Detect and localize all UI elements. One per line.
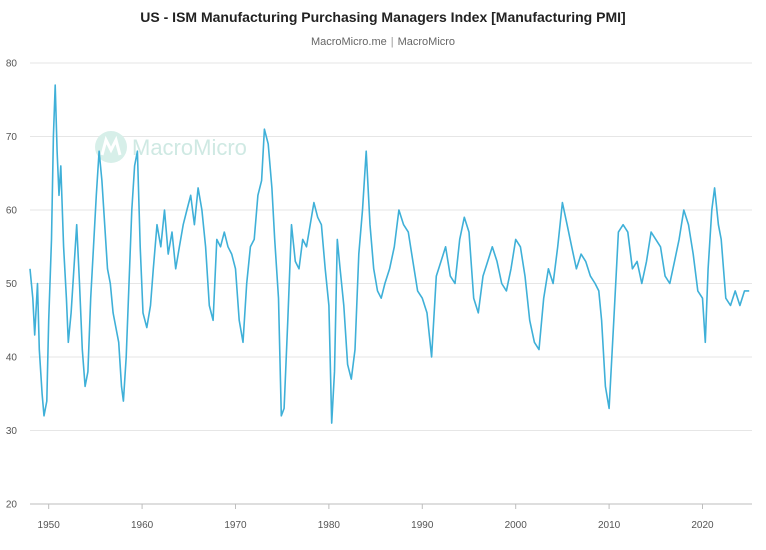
x-tick-label: 2010	[598, 520, 621, 531]
y-tick-label: 30	[6, 426, 18, 437]
x-tick-label: 1970	[224, 520, 247, 531]
y-tick-label: 40	[6, 353, 18, 364]
chart-title: US - ISM Manufacturing Purchasing Manage…	[140, 9, 626, 25]
brand-name: MacroMicro	[397, 36, 456, 48]
grid-lines	[30, 62, 752, 505]
x-tick-label: 1980	[318, 520, 341, 531]
y-tick-label: 50	[6, 279, 18, 290]
x-tick-label: 2020	[691, 520, 714, 531]
subtitle-separator: |	[390, 36, 394, 48]
y-tick-label: 20	[6, 500, 18, 511]
watermark: MacroMicro	[95, 131, 247, 163]
x-tick-label: 1990	[411, 520, 434, 531]
x-tick-label: 1960	[131, 520, 154, 531]
chart-subtitle: MacroMicro.me | MacroMicro	[0, 36, 766, 48]
y-tick-label: 70	[6, 132, 18, 143]
x-tick-label: 2000	[505, 520, 528, 531]
y-tick-label: 80	[6, 59, 18, 70]
pmi-series-line[interactable]	[29, 84, 750, 424]
source-link[interactable]: MacroMicro.me	[310, 36, 387, 48]
axes: 20 30 40 50 60 70 80 1950 1960 1970 1980 1990 2000 20…	[6, 59, 714, 532]
watermark-text: MacroMicro	[132, 135, 247, 160]
macromicro-logo-mark	[100, 135, 122, 156]
x-tick-label: 1950	[38, 520, 61, 531]
series-layer	[29, 84, 750, 424]
y-tick-label: 60	[6, 206, 18, 217]
